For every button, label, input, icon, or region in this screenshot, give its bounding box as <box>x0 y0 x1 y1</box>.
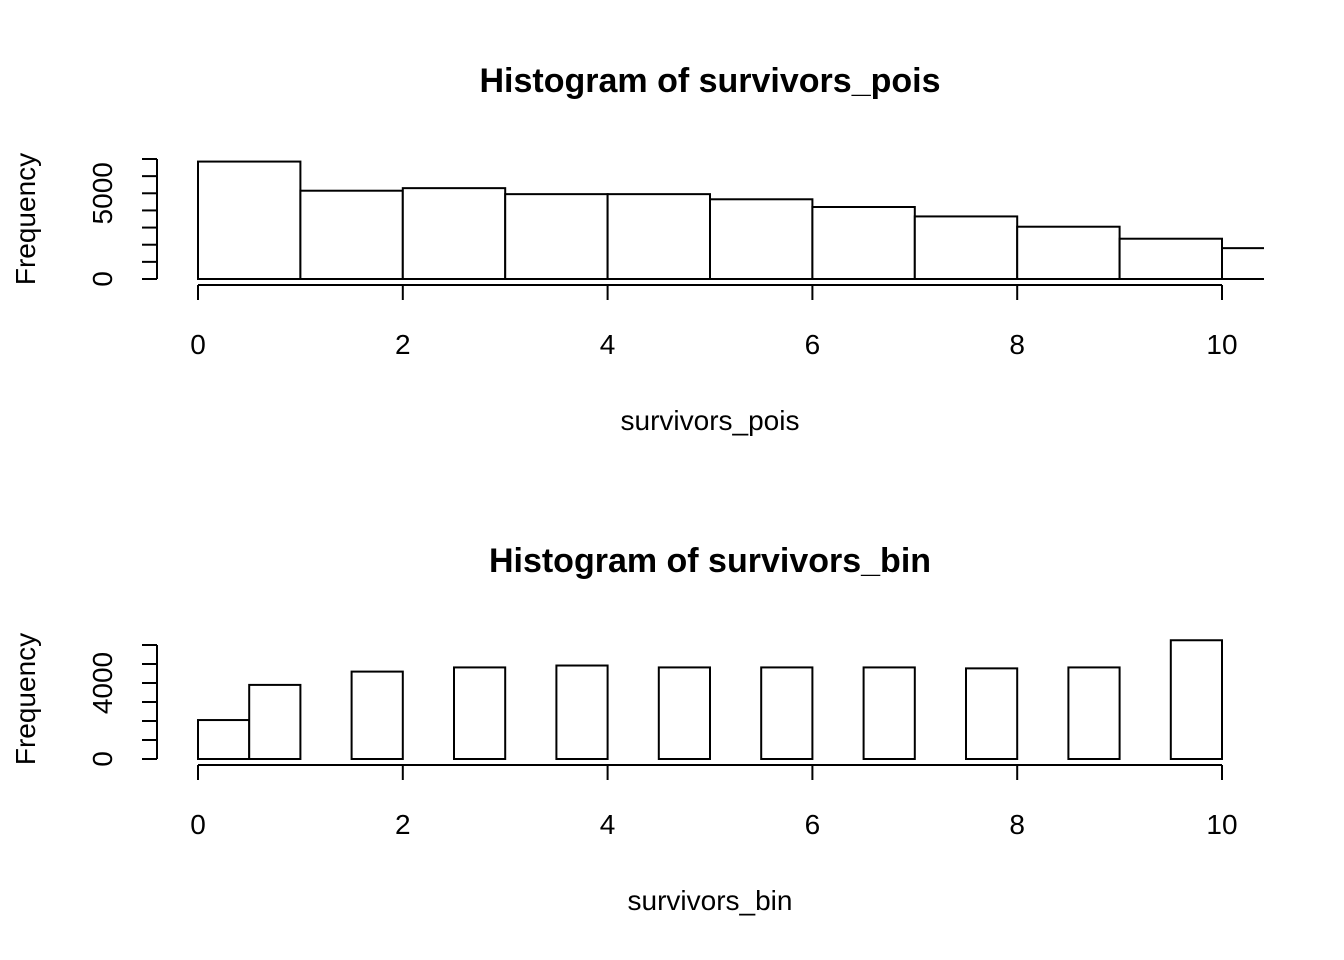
x-axis: 0 2 4 6 8 10 <box>190 764 1238 840</box>
x-tick-label: 6 <box>805 329 821 360</box>
histogram-bar <box>709 198 814 281</box>
histogram-bar <box>453 666 507 760</box>
x-tick-label: 2 <box>395 329 411 360</box>
x-tick-label: 10 <box>1206 809 1237 840</box>
x-tick-label: 8 <box>1009 329 1025 360</box>
y-tick-label: 0 <box>87 271 118 287</box>
y-tick-label: 0 <box>87 751 118 767</box>
histogram-bar <box>657 666 711 760</box>
histogram-bar <box>1169 639 1224 760</box>
x-tick-label: 6 <box>805 809 821 840</box>
x-tick-label: 8 <box>1009 809 1025 840</box>
histogram-bar <box>811 206 916 280</box>
chart-title: Histogram of survivors_pois <box>479 62 940 100</box>
chart-title: Histogram of survivors_bin <box>489 542 931 580</box>
x-tick-label: 2 <box>395 809 411 840</box>
x-axis-label: survivors_pois <box>621 405 800 436</box>
bars <box>197 160 1264 281</box>
histogram-bar <box>401 187 507 280</box>
y-tick-label: 5000 <box>87 162 118 224</box>
y-axis-label: Frequency <box>10 633 41 765</box>
histogram-bar <box>504 193 609 280</box>
x-tick-label: 10 <box>1206 329 1237 360</box>
histogram-bar <box>862 666 916 760</box>
y-tick-label: 4000 <box>87 652 118 714</box>
histogram-panel-1: Histogram of survivors_pois 0 5000 Frequenc… <box>10 62 1264 436</box>
x-tick-label: 0 <box>190 329 206 360</box>
histogram-bar <box>760 666 814 760</box>
x-tick-label: 0 <box>190 809 206 840</box>
y-axis: 0 4000 <box>87 644 158 767</box>
histogram-bar <box>606 193 711 280</box>
bars <box>197 639 1224 761</box>
histogram-bar <box>1118 237 1223 280</box>
x-axis: 0 2 4 6 8 10 <box>190 284 1238 360</box>
histogram-bar <box>248 683 302 761</box>
histogram-bar <box>913 215 1019 281</box>
histogram-bar <box>197 160 302 280</box>
histogram-bar <box>555 664 609 761</box>
histogram-bar <box>299 189 404 280</box>
x-axis-label: survivors_bin <box>628 885 793 916</box>
histogram-bar <box>1221 247 1264 280</box>
histogram-bar <box>1067 666 1121 760</box>
histogram-bar <box>350 670 404 760</box>
histogram-panel-2: Histogram of survivors_bin 0 4000 Frequency… <box>10 542 1238 916</box>
x-tick-label: 4 <box>600 809 616 840</box>
y-axis-label: Frequency <box>10 153 41 285</box>
histogram-bar <box>965 667 1019 760</box>
y-axis: 0 5000 <box>87 158 158 287</box>
histogram-bar <box>197 719 251 760</box>
x-tick-label: 4 <box>600 329 616 360</box>
histogram-bar <box>1016 225 1121 280</box>
